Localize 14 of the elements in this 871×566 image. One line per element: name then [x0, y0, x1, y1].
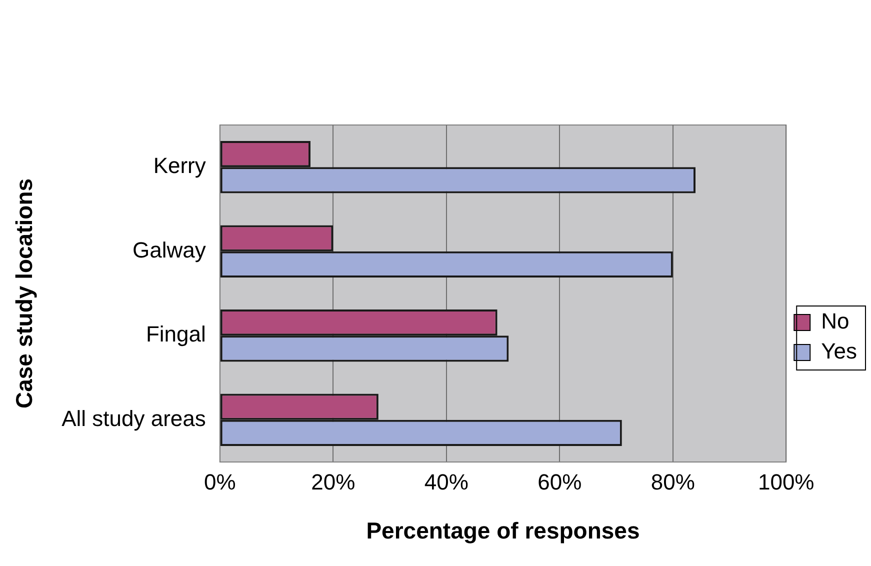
x-tick-label: 0%	[204, 469, 236, 494]
y-tick-label: Fingal	[146, 322, 206, 347]
x-tick-label: 40%	[424, 469, 468, 494]
x-tick-label: 60%	[538, 469, 582, 494]
y-tick-label: All study areas	[62, 406, 206, 431]
y-tick-label: Kerry	[153, 153, 206, 178]
x-tick-label: 100%	[758, 469, 814, 494]
y-axis-title: Case study locations	[11, 178, 38, 409]
x-tick-label: 20%	[311, 469, 356, 494]
legend-label: Yes	[821, 338, 857, 364]
x-axis-title: Percentage of responses	[366, 518, 640, 544]
legend-label: No	[821, 308, 850, 334]
x-tick-label: 80%	[650, 469, 695, 494]
y-tick-label: Galway	[132, 237, 206, 262]
